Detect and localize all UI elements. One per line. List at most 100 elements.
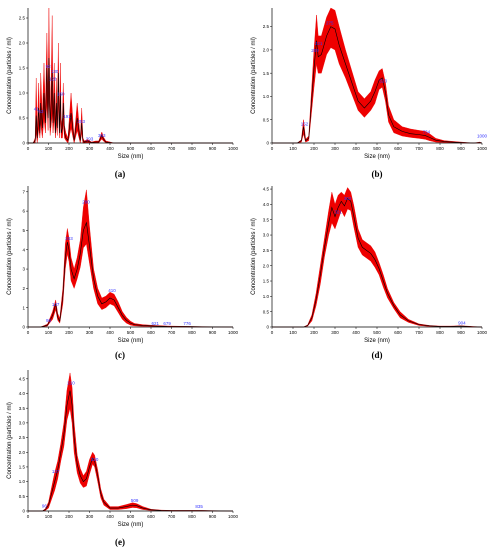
x-tick-label: 100 — [289, 146, 297, 151]
x-tick-label: 800 — [436, 146, 444, 151]
y-tick-label: 0 — [266, 325, 269, 330]
y-tick-label: 2.0 — [19, 450, 26, 455]
y-axis-title: Concentration (particles / ml) — [7, 402, 13, 479]
y-tick-label: 2.5 — [263, 24, 270, 29]
y-tick-label: 2 — [22, 286, 25, 291]
x-tick-label: 900 — [209, 514, 217, 519]
peak-label: 293 — [86, 137, 94, 142]
peak-label: 130 — [51, 69, 59, 74]
mean-line — [272, 26, 483, 144]
y-tick-label: 5 — [22, 228, 25, 233]
y-tick-label: 0.5 — [263, 309, 270, 314]
peak-label: 137 — [52, 302, 60, 307]
y-tick-label: 2.5 — [263, 248, 270, 253]
y-tick-label: 3.0 — [263, 233, 270, 238]
peak-label: 98 — [46, 318, 52, 323]
x-tick-label: 600 — [147, 146, 155, 151]
x-tick-label: 1000 — [228, 146, 239, 151]
peak-label: 679 — [163, 321, 171, 326]
x-tick-label: 400 — [106, 146, 114, 151]
error-band — [28, 7, 233, 144]
chart-panel-5: 0 100 200 300 400 500 600 700 800 900 1000 0 0.5 1.0 1… — [7, 370, 239, 547]
y-tick-label: 1.5 — [263, 279, 270, 284]
mean-line — [28, 390, 234, 512]
y-tick-label: 3 — [22, 267, 25, 272]
peak-label: 363 — [98, 133, 106, 138]
panel-label: (a) — [115, 169, 126, 179]
x-tick-label: 100 — [45, 330, 53, 335]
x-tick-label: 500 — [373, 330, 381, 335]
y-tick-label: 1.5 — [19, 66, 26, 71]
y-axis-title: Concentration (particles / ml) — [251, 37, 257, 114]
x-tick-label: 400 — [106, 330, 114, 335]
chart-panel-2: 0 100 200 300 400 500 600 700 800 900 1000 0 0.5 1.0 1… — [251, 7, 488, 179]
x-tick-label: 100 — [45, 514, 53, 519]
x-tick-label: 600 — [147, 330, 155, 335]
x-tick-label: 0 — [27, 514, 30, 519]
x-tick-label: 300 — [86, 514, 94, 519]
peak-label: 63 — [38, 109, 44, 114]
chart-panel-1: 0 100 200 300 400 500 600 700 800 900 1000 0 0.5 1.0 1… — [7, 7, 239, 179]
peak-label: 280 — [82, 199, 90, 204]
peak-label: 203 — [65, 236, 73, 241]
x-tick-label: 500 — [373, 146, 381, 151]
x-axis-title: Size (nm) — [118, 338, 144, 344]
x-tick-label: 500 — [127, 146, 135, 151]
x-tick-label: 800 — [188, 514, 196, 519]
panel-label: (d) — [372, 350, 383, 360]
panel-label: (e) — [115, 537, 125, 547]
x-tick-label: 800 — [188, 146, 196, 151]
peak-label: 96 — [42, 503, 48, 508]
x-tick-label: 0 — [271, 330, 274, 335]
peak-label: 92 — [46, 64, 52, 69]
x-tick-label: 1000 — [477, 330, 488, 335]
x-tick-label: 900 — [209, 146, 217, 151]
x-tick-label: 900 — [209, 330, 217, 335]
y-tick-label: 4.0 — [263, 202, 270, 207]
peak-label: 734 — [423, 130, 431, 135]
x-tick-label: 900 — [457, 330, 465, 335]
x-tick-label: 300 — [86, 330, 94, 335]
y-tick-label: 2.0 — [263, 47, 270, 52]
x-tick-label: 0 — [27, 330, 30, 335]
peak-label: 776 — [183, 321, 191, 326]
peak-label: 160 — [57, 92, 65, 97]
y-tick-label: 3.5 — [19, 406, 26, 411]
peak-label: 321 — [334, 210, 342, 215]
peak-label: 410 — [108, 288, 116, 293]
peak-label: 320 — [91, 457, 99, 462]
x-tick-label: 600 — [394, 330, 402, 335]
x-tick-label: 0 — [27, 146, 30, 151]
y-tick-label: 0.5 — [19, 116, 26, 121]
x-tick-label: 100 — [289, 330, 297, 335]
x-axis-title: Size (nm) — [364, 338, 390, 344]
x-tick-label: 700 — [415, 146, 423, 151]
y-tick-label: 1.5 — [263, 71, 270, 76]
peak-label: 509 — [131, 498, 139, 503]
y-tick-label: 0.5 — [263, 117, 270, 122]
panel-label: (b) — [372, 169, 383, 179]
y-tick-label: 6 — [22, 209, 25, 214]
mean-line — [28, 57, 233, 144]
peak-label: 191 — [63, 114, 71, 119]
y-axis-title: Concentration (particles / ml) — [251, 218, 257, 295]
x-tick-label: 200 — [65, 330, 73, 335]
y-tick-label: 0 — [266, 141, 269, 146]
x-tick-label: 200 — [310, 146, 318, 151]
peak-label: 253 — [78, 119, 86, 124]
x-axis-title: Size (nm) — [118, 522, 144, 528]
y-tick-label: 0 — [22, 509, 25, 514]
x-tick-label: 500 — [127, 514, 135, 519]
y-tick-label: 4 — [22, 247, 25, 252]
y-tick-label: 2.5 — [19, 435, 26, 440]
x-tick-label: 100 — [45, 146, 53, 151]
error-band — [272, 187, 483, 328]
peak-label: 523 — [380, 78, 388, 83]
peak-label: 904 — [458, 321, 466, 326]
x-tick-label: 300 — [331, 146, 339, 151]
peak-label: 137 — [52, 469, 60, 474]
y-tick-label: 1.0 — [263, 94, 270, 99]
y-tick-label: 7 — [22, 189, 25, 194]
peak-label: 152 — [301, 121, 309, 126]
y-tick-label: 1.5 — [19, 465, 26, 470]
